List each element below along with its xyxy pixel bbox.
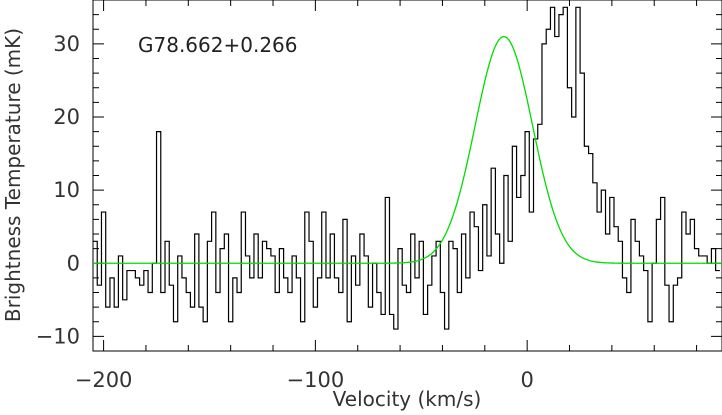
source-annotation: G78.662+0.266 — [138, 33, 298, 57]
x-axis-title: Velocity (km/s) — [333, 387, 482, 411]
y-tick-label: 20 — [53, 105, 80, 129]
tick-group — [93, 0, 722, 352]
spectrum-histogram-line — [93, 6, 720, 330]
x-tick-label: −100 — [287, 368, 345, 392]
y-tick-label: −10 — [36, 324, 80, 348]
x-tick-label: 0 — [520, 368, 533, 392]
y-tick-label: 30 — [53, 32, 80, 56]
x-tick-label: −200 — [75, 368, 133, 392]
y-axis-title: Brightness Temperature (mK) — [1, 28, 25, 322]
y-tick-label: 10 — [53, 178, 80, 202]
gaussian-fit-line — [93, 35, 722, 264]
y-tick-label: 0 — [67, 251, 80, 275]
